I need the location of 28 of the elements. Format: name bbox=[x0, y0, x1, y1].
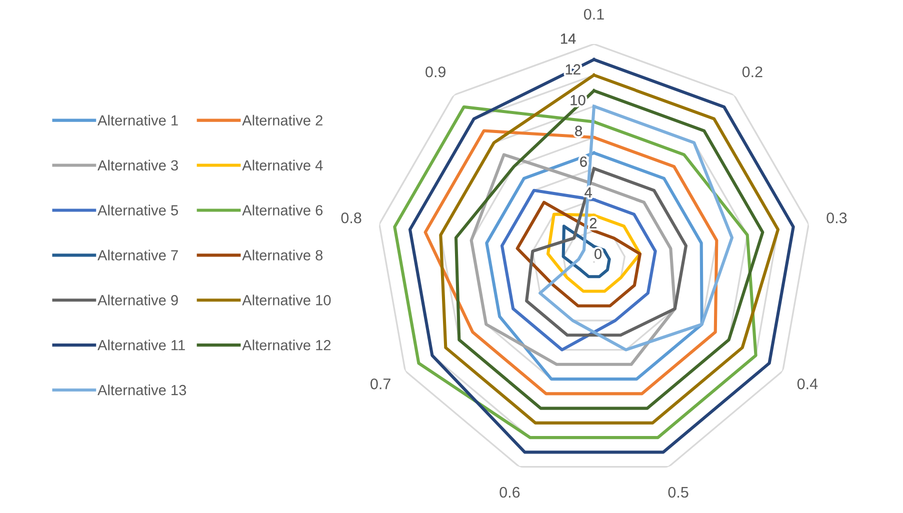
legend-label: Alternative 2 bbox=[242, 114, 322, 126]
legend-label: Alternative 5 bbox=[98, 204, 178, 216]
spoke-label: 0.2 bbox=[742, 66, 762, 78]
y-tick-label: 8 bbox=[575, 126, 582, 136]
legend-label: Alternative 12 bbox=[242, 340, 331, 350]
legend-label: Alternative 13 bbox=[98, 384, 186, 396]
spoke-label: 0.8 bbox=[341, 212, 362, 224]
legend-label: Alternative 9 bbox=[98, 294, 178, 306]
legend-label: Alternative 3 bbox=[98, 160, 178, 171]
spoke-label: 0.9 bbox=[426, 66, 446, 78]
spoke-label: 0.5 bbox=[668, 486, 688, 498]
spoke-label: 0.4 bbox=[797, 378, 818, 390]
y-tick-label: 14 bbox=[561, 34, 576, 44]
legend-label: Alternative 11 bbox=[98, 340, 185, 350]
y-tick-label: 0 bbox=[594, 248, 602, 260]
spoke-label: 0.7 bbox=[370, 378, 390, 390]
legend-label: Alternative 7 bbox=[98, 250, 178, 260]
legend-label: Alternative 6 bbox=[242, 204, 323, 216]
spoke-label: 0.6 bbox=[500, 486, 520, 498]
spoke-label: 0.3 bbox=[826, 212, 847, 224]
spoke-label: 0.1 bbox=[584, 8, 604, 20]
legend-label: Alternative 8 bbox=[242, 250, 323, 260]
y-tick-label: 6 bbox=[580, 156, 587, 167]
y-tick-label: 4 bbox=[584, 187, 592, 198]
y-tick-label: 2 bbox=[590, 218, 596, 228]
legend-label: Alternative 4 bbox=[242, 160, 323, 171]
legend-label: Alternative 1 bbox=[98, 114, 178, 126]
legend-label: Alternative 10 bbox=[242, 294, 331, 306]
